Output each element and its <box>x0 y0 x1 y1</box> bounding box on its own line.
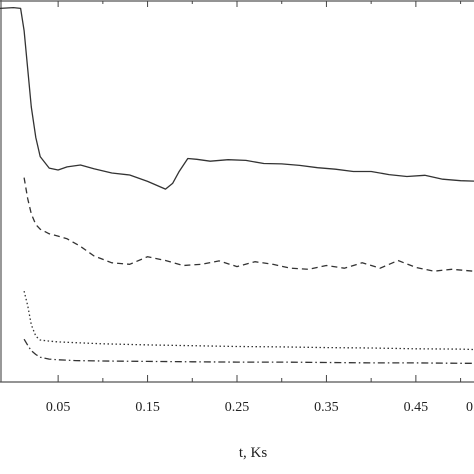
x-tick-label: 0.45 <box>404 400 429 415</box>
x-axis-tick-labels: 0.05 0.15 0.25 0.35 0.45 0. <box>46 400 474 415</box>
x-axis-title: t, Ks <box>239 445 268 461</box>
plot-frame <box>0 0 474 383</box>
x-tick-label: 0.05 <box>46 400 71 415</box>
x-tick-label: 0. <box>466 400 474 415</box>
x-tick-label: 0.25 <box>225 400 250 415</box>
x-tick-label: 0.35 <box>314 400 339 415</box>
series-line-dash-dot <box>23 338 474 364</box>
x-axis-ticks <box>57 1 462 382</box>
series-line-dashed <box>23 177 474 272</box>
series-line-dotted <box>23 290 474 351</box>
x-tick-label: 0.15 <box>135 400 160 415</box>
series-line-solid <box>0 6 474 190</box>
series-layer <box>0 6 474 364</box>
